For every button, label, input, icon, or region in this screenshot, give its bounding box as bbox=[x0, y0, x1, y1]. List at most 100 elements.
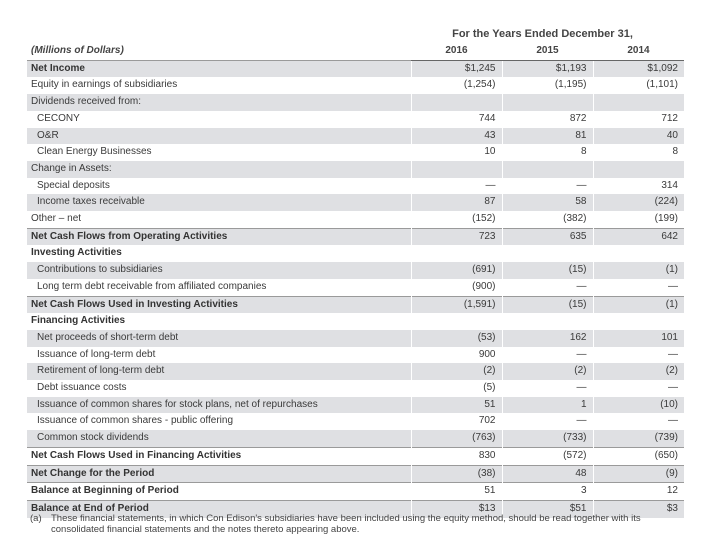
value-cell-2014: (1) bbox=[592, 262, 684, 279]
value-cell-2016: 43 bbox=[410, 127, 502, 145]
value-cell-2015: 635 bbox=[501, 227, 593, 246]
value-cell-2014: (650) bbox=[592, 446, 684, 466]
value-cell-2014: — bbox=[592, 380, 684, 397]
row-label: Common stock dividends bbox=[27, 430, 411, 448]
table-row: Investing Activities bbox=[27, 245, 684, 263]
value-cell-2015: — bbox=[501, 380, 593, 397]
row-label: Balance at End of Period bbox=[27, 499, 411, 518]
row-label: Special deposits bbox=[37, 179, 110, 191]
value-cell-2016: (1,591) bbox=[410, 295, 502, 314]
units-label: (Millions of Dollars) bbox=[31, 45, 124, 56]
table-row: Debt issuance costs (5) — — bbox=[27, 380, 684, 397]
value-cell-2014: $1,092 bbox=[592, 59, 684, 78]
value-cell-2015: 1 bbox=[501, 396, 593, 414]
table-row: O&R 43 81 40 bbox=[27, 127, 684, 145]
table-row: Net proceeds of short-term debt (53) 162 10… bbox=[27, 329, 684, 347]
value-cell-2015: 872 bbox=[501, 110, 593, 128]
year-column-header: 2016 bbox=[411, 43, 502, 61]
value-cell-2016 bbox=[410, 245, 502, 263]
table-row: Other – net (152) (382) (199) bbox=[27, 211, 684, 229]
row-label: CECONY bbox=[37, 112, 80, 124]
table-row: Clean Energy Businesses 10 8 8 bbox=[27, 144, 684, 161]
value-cell-2016: (53) bbox=[410, 329, 502, 347]
row-label: Balance at Beginning of Period bbox=[27, 482, 411, 501]
row-label: Issuance of long-term debt bbox=[37, 348, 156, 360]
table-row: Change in Assets: bbox=[27, 160, 684, 178]
value-cell-2016: 51 bbox=[410, 482, 502, 501]
table-row: Issuance of common shares - public offer… bbox=[27, 413, 684, 431]
value-cell-2014: 314 bbox=[592, 177, 684, 195]
table-row: Net Cash Flows Used in Financing Activit… bbox=[27, 446, 684, 466]
value-cell-2016: (38) bbox=[410, 464, 502, 483]
value-cell-2014: (1,101) bbox=[592, 77, 684, 95]
footnote: (a) These financial statements, in which… bbox=[30, 513, 680, 535]
footnote-mark: (a) bbox=[30, 513, 42, 524]
footnote-text: These financial statements, in which Con… bbox=[51, 513, 641, 535]
table-row: Net Cash Flows from Operating Activities… bbox=[27, 227, 684, 246]
value-cell-2016: 702 bbox=[410, 413, 502, 431]
value-cell-2016: 744 bbox=[410, 110, 502, 128]
year-column-header: 2014 bbox=[593, 43, 684, 61]
value-cell-2015: 48 bbox=[501, 464, 593, 483]
row-label: Dividends received from: bbox=[27, 94, 411, 111]
value-cell-2015: — bbox=[501, 177, 593, 195]
value-cell-2014: 712 bbox=[592, 110, 684, 128]
row-label: Issuance of common shares - public offer… bbox=[37, 415, 234, 427]
value-cell-2016: (900) bbox=[410, 278, 502, 297]
value-cell-2016 bbox=[410, 94, 502, 111]
table-row: Contributions to subsidiaries (691) (15) (1… bbox=[27, 262, 684, 279]
value-cell-2015: (15) bbox=[501, 295, 593, 314]
table-header-row: (Millions of Dollars) 2016 2015 2014 bbox=[27, 43, 684, 61]
value-cell-2014: (224) bbox=[592, 194, 684, 212]
row-label: Equity in earnings of subsidiaries bbox=[31, 79, 178, 91]
row-label: O&R bbox=[27, 127, 411, 145]
row-label: Contributions to subsidiaries bbox=[27, 262, 411, 279]
value-cell-2016: (2) bbox=[410, 363, 502, 381]
value-cell-2016: (763) bbox=[410, 430, 502, 448]
value-cell-2016: — bbox=[410, 177, 502, 195]
cash-flow-table: (Millions of Dollars) 2016 2015 2014 Net… bbox=[27, 43, 684, 518]
value-cell-2016: (5) bbox=[410, 380, 502, 397]
period-header: For the Years Ended December 31, bbox=[452, 28, 633, 40]
table-row: Financing Activities bbox=[27, 313, 684, 330]
value-cell-2016: (1,254) bbox=[410, 77, 502, 95]
row-label: Investing Activities bbox=[31, 247, 122, 259]
table-row: Net Change for the Period (38) 48 (9) bbox=[27, 464, 684, 483]
value-cell-2015: — bbox=[501, 413, 593, 431]
value-cell-2015: 8 bbox=[501, 144, 593, 161]
value-cell-2015: (1,195) bbox=[501, 77, 593, 95]
row-label: Change in Assets: bbox=[27, 160, 411, 178]
row-label: Net Income bbox=[27, 59, 411, 78]
value-cell-2014: $3 bbox=[592, 499, 684, 518]
value-cell-2015: $1,193 bbox=[501, 59, 593, 78]
table-row: Long term debt receivable from affiliate… bbox=[27, 278, 684, 297]
value-cell-2014: — bbox=[592, 413, 684, 431]
value-cell-2014: 40 bbox=[592, 127, 684, 145]
value-cell-2016: $13 bbox=[410, 499, 502, 518]
value-cell-2016: 723 bbox=[410, 227, 502, 246]
row-label: Clean Energy Businesses bbox=[37, 146, 152, 158]
table-row: Net Cash Flows Used in Investing Activit… bbox=[27, 295, 684, 314]
row-label: Net Cash Flows from Operating Activities bbox=[27, 227, 411, 246]
table-row: Issuance of common shares for stock plan… bbox=[27, 396, 684, 414]
row-label: Net proceeds of short-term debt bbox=[27, 329, 411, 347]
value-cell-2015: (382) bbox=[501, 211, 593, 229]
table-body: Net Income $1,245 $1,193 $1,092 Equity in ea… bbox=[27, 59, 684, 518]
row-label: Debt issuance costs bbox=[37, 382, 127, 394]
value-cell-2015: 81 bbox=[501, 127, 593, 145]
row-label: Retirement of long-term debt bbox=[27, 363, 411, 381]
row-label: Net Change for the Period bbox=[27, 464, 411, 483]
value-cell-2015: (2) bbox=[501, 363, 593, 381]
value-cell-2016: 51 bbox=[410, 396, 502, 414]
table-row: Special deposits — —314 bbox=[27, 177, 684, 195]
value-cell-2014: — bbox=[592, 278, 684, 297]
value-cell-2015 bbox=[501, 94, 593, 111]
value-cell-2016: 900 bbox=[410, 346, 502, 364]
table-row: Balance at Beginning of Period 51 3 12 bbox=[27, 482, 684, 501]
value-cell-2014: — bbox=[592, 346, 684, 364]
value-cell-2015: $51 bbox=[501, 499, 593, 518]
value-cell-2015 bbox=[501, 245, 593, 263]
value-cell-2014: 12 bbox=[592, 482, 684, 501]
value-cell-2014: (2) bbox=[592, 363, 684, 381]
value-cell-2014: 8 bbox=[592, 144, 684, 161]
